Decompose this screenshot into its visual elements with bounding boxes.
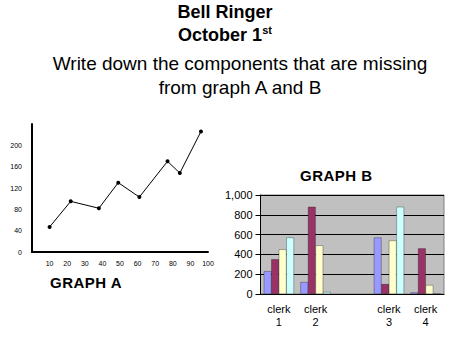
svg-text:200: 200: [10, 142, 22, 149]
svg-text:40: 40: [99, 260, 107, 267]
svg-text:80: 80: [169, 260, 177, 267]
svg-text:4: 4: [423, 316, 429, 328]
svg-text:0: 0: [246, 288, 252, 300]
svg-text:clerk: clerk: [267, 303, 291, 315]
svg-text:20: 20: [63, 260, 71, 267]
svg-text:400: 400: [234, 248, 252, 260]
svg-text:clerk: clerk: [304, 303, 328, 315]
svg-text:clerk: clerk: [414, 303, 438, 315]
svg-text:40: 40: [14, 227, 22, 234]
svg-text:50: 50: [116, 260, 124, 267]
svg-text:0: 0: [18, 249, 22, 256]
svg-text:800: 800: [234, 209, 252, 221]
svg-text:10: 10: [46, 260, 54, 267]
svg-text:600: 600: [234, 229, 252, 241]
svg-text:120: 120: [10, 185, 22, 192]
svg-text:3: 3: [386, 316, 392, 328]
svg-text:160: 160: [10, 163, 22, 170]
svg-text:70: 70: [151, 260, 159, 267]
html-text:GRAPH A: GRAPH A: [50, 274, 123, 291]
svg-text:200: 200: [234, 268, 252, 280]
svg-text:90: 90: [187, 260, 195, 267]
svg-text:1,000: 1,000: [225, 189, 253, 201]
svg-text:80: 80: [14, 206, 22, 213]
svg-text:100: 100: [202, 260, 214, 267]
svg-text:2: 2: [313, 316, 319, 328]
html-text:October 1st: October 1st: [178, 24, 272, 45]
html-text:GRAPH B: GRAPH B: [300, 167, 373, 184]
svg-text:60: 60: [134, 260, 142, 267]
svg-text:30: 30: [81, 260, 89, 267]
html-text:Bell Ringer: Bell Ringer: [177, 2, 273, 22]
html-text:Write down the components that: Write down the components that are missi…: [52, 53, 428, 98]
svg-text:clerk: clerk: [377, 303, 401, 315]
svg-text:1: 1: [276, 316, 282, 328]
